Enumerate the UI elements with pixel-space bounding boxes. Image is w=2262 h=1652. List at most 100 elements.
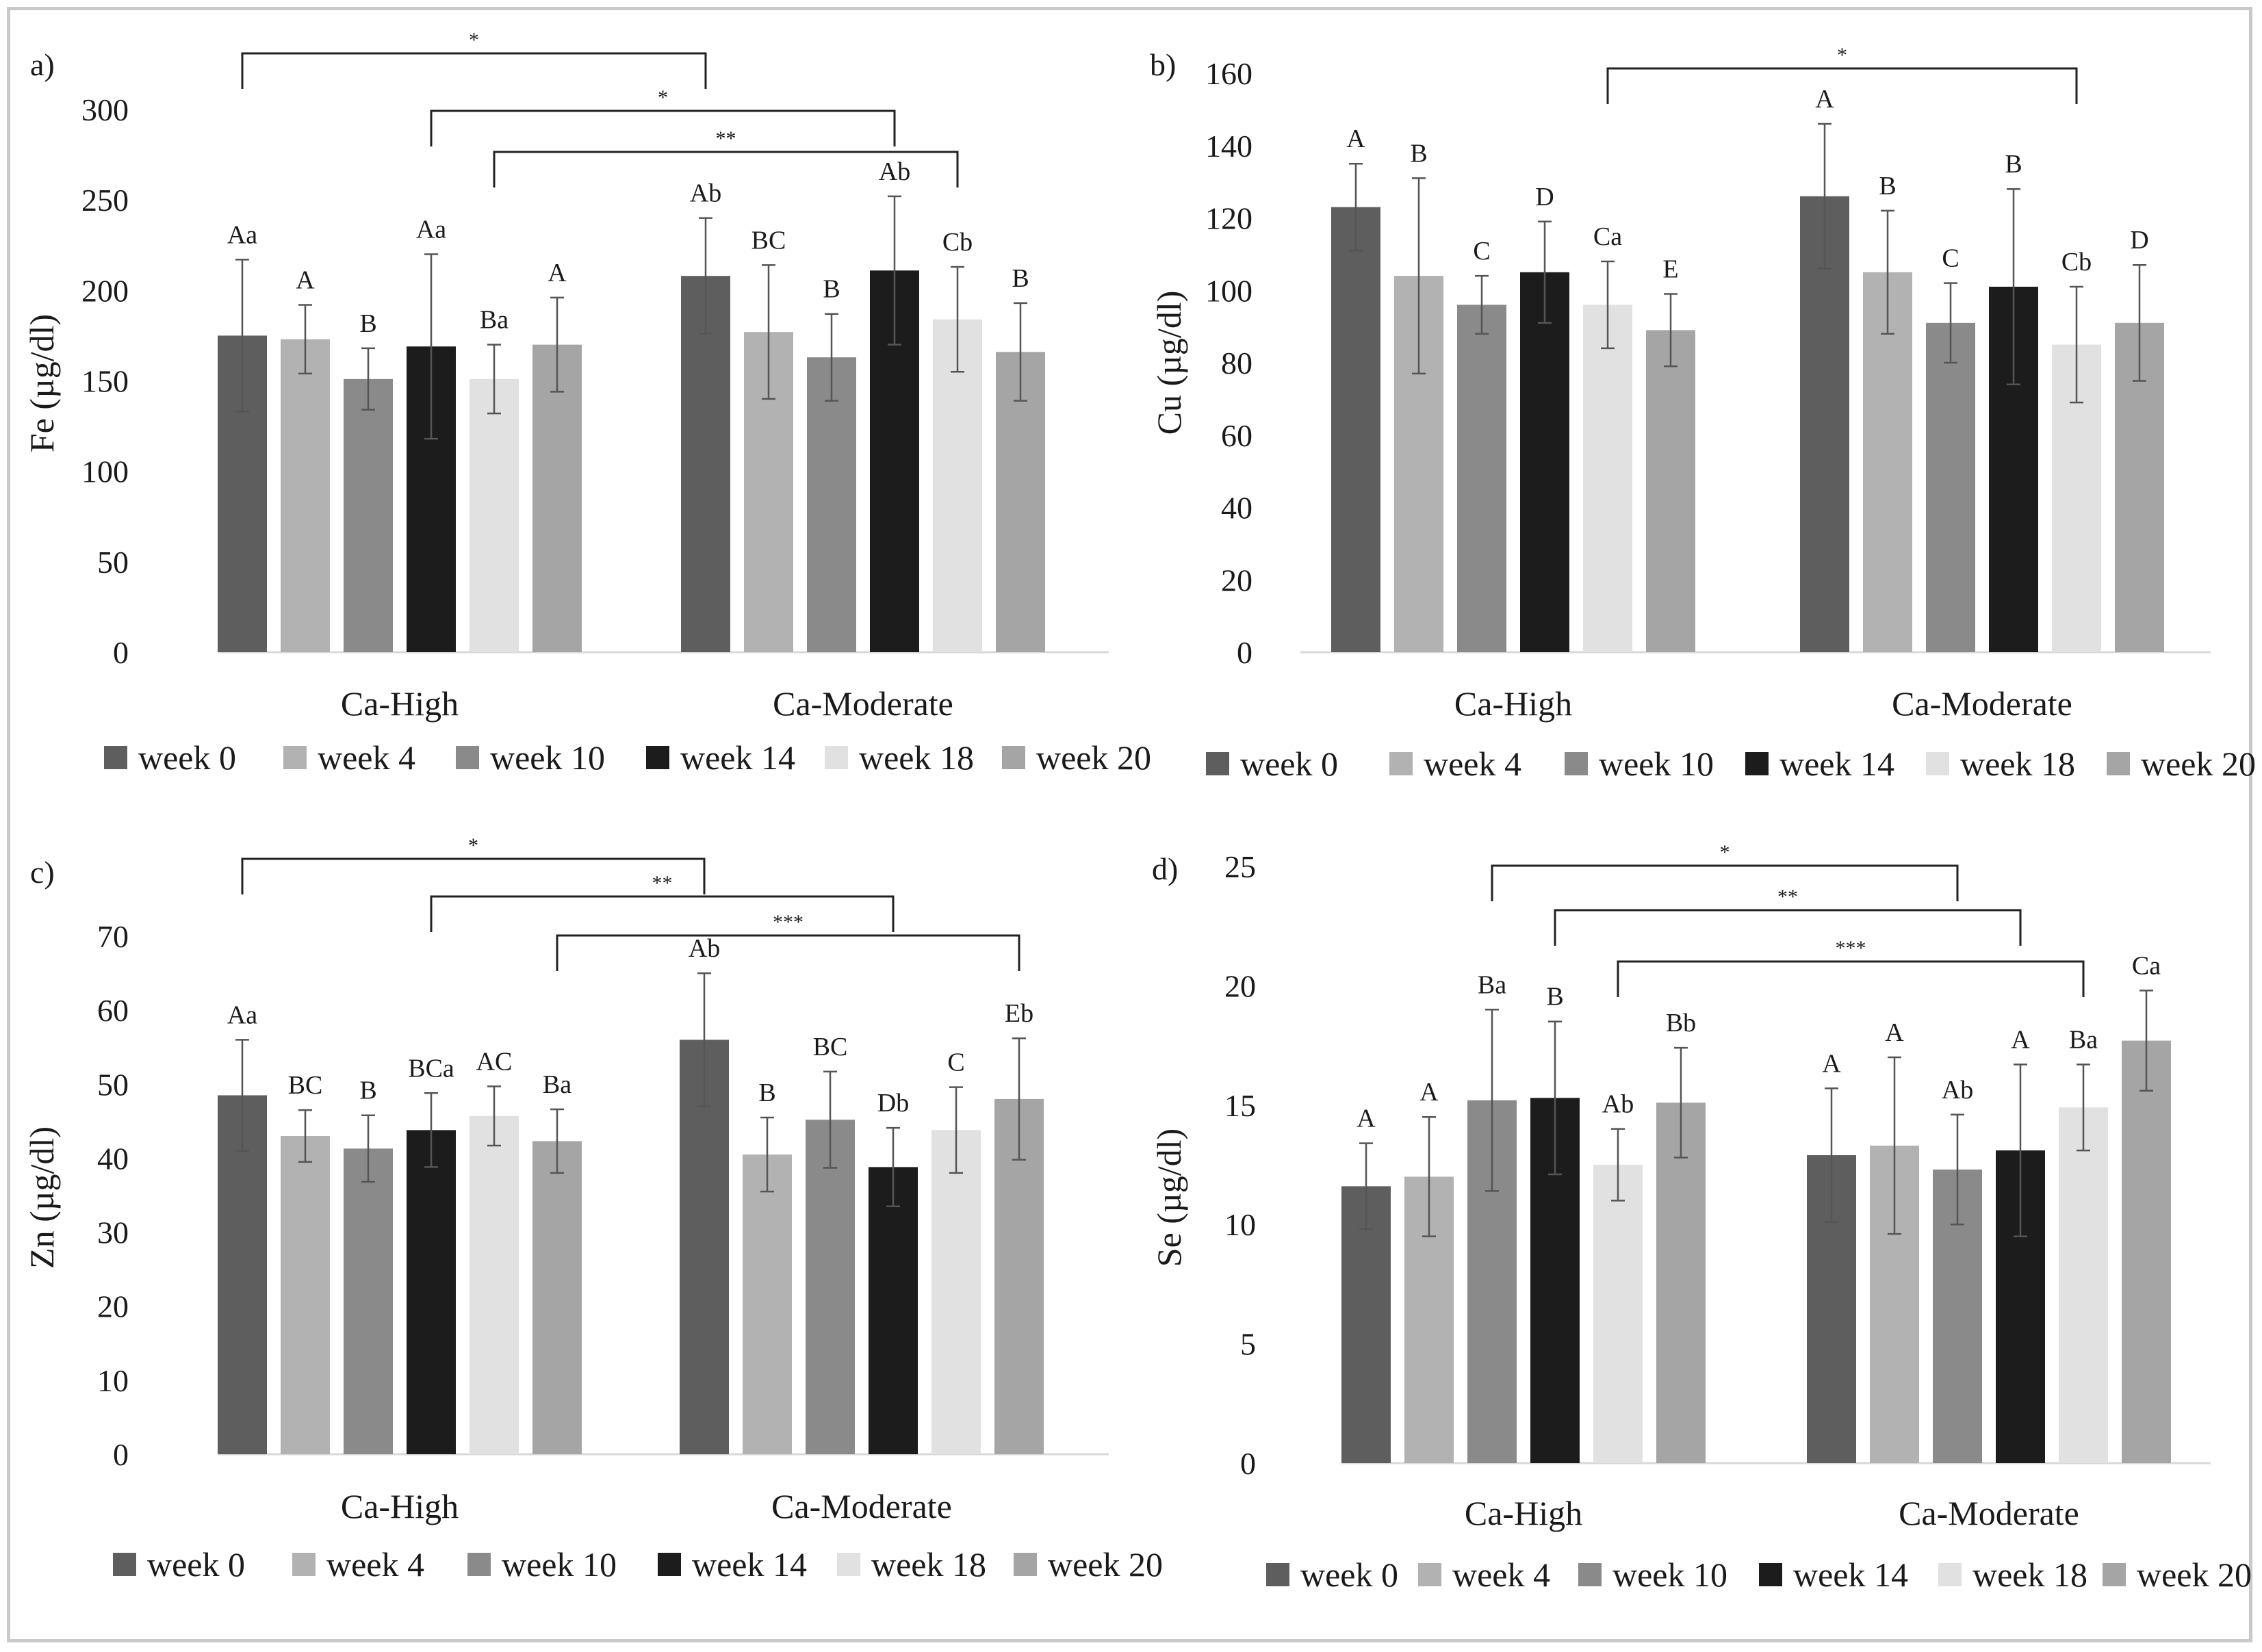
panel-d: d) Se (µg/dl) 0 5 10 15 20 25 A A Ba B Ab Bb Ca-High A A… — [1150, 841, 2252, 1594]
bar-week18-ca-high — [1583, 305, 1632, 652]
y-tick-label: 100 — [81, 454, 129, 489]
y-axis-label: Fe (µg/dl) — [23, 314, 61, 452]
significance-letter: Aa — [227, 220, 257, 249]
y-tick-label: 25 — [1224, 849, 1256, 884]
significance-letter: Ba — [480, 306, 509, 335]
significance-letter: Bb — [1666, 1009, 1696, 1037]
legend-label: week 10 — [502, 1545, 617, 1584]
legend-label: week 20 — [2141, 745, 2256, 783]
significance-letter: A — [1346, 125, 1365, 153]
panel-label: d) — [1152, 851, 1178, 886]
y-tick-label: 140 — [1205, 129, 1252, 164]
legend-swatch — [113, 1553, 136, 1576]
category-label: Ca-High — [341, 684, 459, 723]
significance-letter: Cb — [942, 228, 973, 257]
legend: week 0 week 4 week 10 week 14 week 18 week 20 — [104, 738, 1151, 777]
bar-week20-ca-high — [1646, 330, 1695, 652]
bar-week20-ca-moderate — [2122, 1040, 2171, 1463]
legend-swatch — [1745, 752, 1769, 775]
legend-label: week 4 — [318, 738, 415, 777]
significance-bracket — [556, 934, 1020, 971]
bar-week14-ca-high — [1520, 272, 1569, 652]
significance-bracket — [1606, 67, 2078, 104]
bar-week10-ca-high — [344, 378, 393, 652]
legend-swatch — [1418, 1563, 1441, 1586]
legend-swatch — [467, 1553, 491, 1576]
significance-stars: ** — [1777, 886, 1798, 908]
bar-week0-ca-moderate — [680, 1040, 729, 1454]
legend-swatch — [283, 746, 307, 769]
significance-letter: E — [1662, 255, 1678, 284]
significance-letter: B — [2005, 150, 2022, 179]
significance-bracket — [241, 52, 707, 89]
significance-bracket — [1554, 909, 2022, 946]
significance-letter: Ab — [1602, 1090, 1634, 1119]
legend-swatch — [1926, 752, 1949, 775]
legend-label: week 0 — [138, 738, 236, 777]
significance-letter: Ba — [543, 1070, 571, 1099]
panel-label: a) — [30, 47, 55, 82]
legend-label: week 14 — [1779, 745, 1894, 783]
legend-label: week 20 — [1036, 738, 1151, 777]
bar-week10-ca-high — [1457, 305, 1506, 652]
significance-letter: Cb — [2061, 248, 2092, 276]
significance-stars: *** — [773, 911, 804, 933]
legend-label: week 14 — [680, 738, 795, 777]
category-label: Ca-High — [1465, 1494, 1582, 1532]
bar-week10-ca-high — [344, 1148, 393, 1454]
significance-bracket — [1617, 960, 2085, 997]
significance-stars: ** — [716, 127, 736, 150]
y-tick-label: 150 — [81, 364, 129, 399]
y-tick-label: 10 — [1224, 1207, 1256, 1242]
significance-letter: BC — [813, 1033, 848, 1061]
legend-label: week 18 — [859, 738, 974, 777]
significance-letter: A — [1419, 1078, 1439, 1107]
significance-letter: A — [548, 259, 567, 287]
legend-label: week 14 — [692, 1545, 807, 1584]
legend-swatch — [1014, 1553, 1037, 1576]
category-label: Ca-High — [341, 1487, 459, 1525]
y-tick-label: 60 — [1221, 418, 1252, 453]
significance-letter: B — [758, 1079, 775, 1107]
legend-label: week 10 — [1612, 1556, 1727, 1594]
significance-bracket — [430, 895, 895, 932]
bar-week4-ca-high — [281, 339, 330, 652]
significance-letter: B — [359, 1076, 376, 1105]
legend-swatch — [1206, 752, 1229, 775]
bar-week10-ca-moderate — [807, 357, 856, 652]
bar-week20-ca-high — [532, 1141, 582, 1454]
significance-bracket — [241, 857, 706, 894]
significance-letter: Ba — [1478, 970, 1506, 999]
y-axis-label: Zn (µg/dl) — [23, 1126, 61, 1269]
category-label: Ca-Moderate — [1892, 684, 2072, 723]
y-tick-label: 50 — [97, 545, 129, 580]
significance-letter: Ab — [1942, 1076, 1973, 1105]
bar-week0-ca-moderate — [1800, 196, 1849, 652]
bar-week18-ca-moderate — [931, 1130, 981, 1454]
significance-letter: Ab — [689, 934, 720, 963]
y-tick-label: 20 — [1221, 563, 1252, 597]
legend-swatch — [456, 746, 479, 769]
legend-swatch — [1759, 1563, 1782, 1586]
bar-week20-ca-high — [1656, 1102, 1706, 1463]
y-tick-label: 40 — [97, 1141, 129, 1176]
y-tick-label: 60 — [97, 993, 129, 1028]
bar-week20-ca-high — [532, 344, 582, 652]
legend-swatch — [2107, 752, 2130, 775]
bar-week4-ca-moderate — [1863, 272, 1912, 652]
significance-letter: D — [1535, 183, 1554, 211]
y-tick-label: 0 — [113, 1437, 129, 1472]
panel-a: a) Fe (µg/dl) 0 50 100 150 200 250 300 Aa A B Aa Ba A C… — [23, 29, 1151, 777]
y-tick-label: 80 — [1221, 346, 1252, 380]
legend-swatch — [1266, 1563, 1289, 1586]
y-tick-label: 40 — [1221, 491, 1252, 526]
legend-label: week 18 — [1960, 745, 2075, 783]
y-tick-label: 200 — [81, 273, 129, 308]
category-label: Ca-Moderate — [1899, 1494, 2079, 1532]
significance-stars: ** — [652, 872, 673, 894]
bar-week18-ca-high — [470, 378, 519, 652]
bar-week4-ca-moderate — [743, 1154, 792, 1454]
legend-label: week 4 — [1424, 745, 1521, 783]
